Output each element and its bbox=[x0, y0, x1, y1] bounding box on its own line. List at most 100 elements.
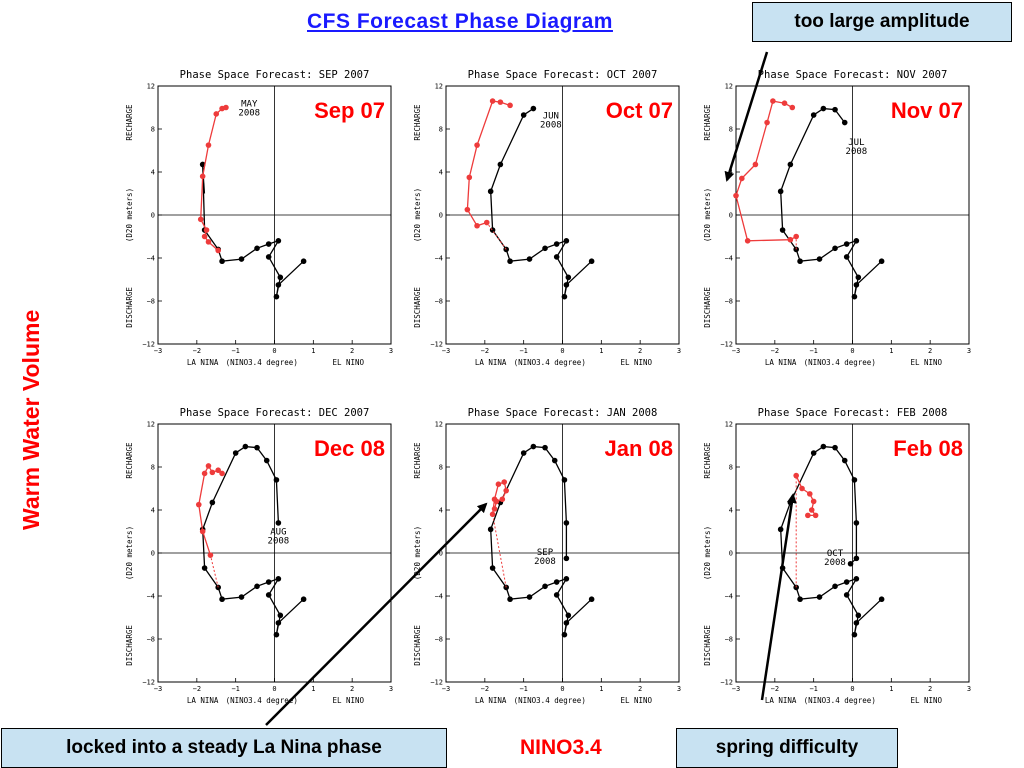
y-tick-label: 12 bbox=[435, 83, 443, 91]
x-tick-label: 0 bbox=[560, 685, 564, 693]
observed-series-point bbox=[526, 256, 533, 262]
y-tick-label: 8 bbox=[151, 464, 155, 472]
observed-series-point bbox=[561, 631, 568, 638]
forecast-series-point bbox=[213, 111, 220, 117]
x-tick-label: −3 bbox=[732, 685, 740, 693]
x-tick-label: 3 bbox=[389, 347, 393, 355]
y-axis-label: RECHARGE bbox=[703, 104, 712, 141]
x-tick-label: 1 bbox=[889, 347, 893, 355]
observed-series-point bbox=[853, 576, 860, 582]
y-axis-label: DISCHARGE bbox=[703, 287, 712, 328]
observed-series-point bbox=[520, 112, 527, 118]
observed-series-point bbox=[209, 499, 216, 506]
x-axis-label: (NINO3.4 degree) bbox=[226, 696, 298, 705]
panel-month-label: Dec 08 bbox=[314, 436, 385, 461]
x-axis-label: EL NINO bbox=[620, 696, 652, 705]
x-tick-label: 3 bbox=[677, 685, 681, 693]
end-month-label: SEP bbox=[537, 548, 554, 558]
observed-series-point bbox=[565, 274, 572, 281]
forecast-series-point bbox=[474, 222, 480, 229]
observed-series-point bbox=[816, 594, 823, 600]
end-year-label: 2008 bbox=[268, 537, 290, 547]
x-axis-label: EL NINO bbox=[332, 358, 364, 367]
observed-series-point bbox=[787, 161, 794, 168]
phase-panel-2: Phase Space Forecast: OCT 2007−3 −2 −1 0 1 2 3… bbox=[413, 69, 681, 367]
observed-series-point bbox=[841, 119, 848, 126]
y-axis-label: RECHARGE bbox=[125, 104, 134, 141]
forecast-series-point bbox=[789, 104, 796, 111]
x-tick-label: −2 bbox=[193, 347, 201, 355]
page-title: CFS Forecast Phase Diagram bbox=[307, 10, 613, 33]
forecast-series-point bbox=[808, 507, 815, 513]
x-axis-label: LA NINA bbox=[475, 696, 507, 705]
arrow-too-large-amplitude bbox=[724, 51, 769, 182]
y-tick-label: 4 bbox=[439, 507, 443, 515]
y-axis-label: DISCHARGE bbox=[413, 287, 422, 328]
forecast-series-point bbox=[503, 487, 509, 494]
observed-series-point bbox=[275, 520, 282, 526]
y-tick-label: 0 bbox=[439, 212, 443, 220]
observed-series-point bbox=[273, 631, 280, 638]
observed-series-line bbox=[780, 445, 883, 635]
forecast-series-point bbox=[474, 142, 480, 148]
observed-series-point bbox=[843, 241, 850, 247]
phase-panel-5: Phase Space Forecast: JAN 2008−3 −2 −1 0 1 2 3… bbox=[413, 407, 681, 705]
observed-series-point bbox=[530, 443, 537, 450]
observed-series-point bbox=[816, 256, 823, 262]
forecast-series-point bbox=[495, 481, 502, 488]
panel-title: Phase Space Forecast: NOV 2007 bbox=[758, 69, 948, 81]
end-year-label: 2008 bbox=[824, 558, 846, 568]
end-month-label: JUN bbox=[543, 111, 559, 121]
x-tick-label: −2 bbox=[481, 685, 489, 693]
y-axis-label: DISCHARGE bbox=[413, 625, 422, 666]
forecast-series-point bbox=[499, 496, 506, 503]
observed-series-point bbox=[219, 258, 225, 265]
observed-series-point bbox=[542, 444, 548, 451]
y-tick-label: 4 bbox=[151, 507, 155, 515]
observed-series-point bbox=[843, 592, 850, 598]
x-axis-label: (NINO3.4 degree) bbox=[514, 696, 586, 705]
forecast-series-point bbox=[201, 233, 208, 240]
y-tick-label: 8 bbox=[151, 126, 155, 134]
panel-title: Phase Space Forecast: FEB 2008 bbox=[758, 407, 948, 419]
panel-month-label: Jan 08 bbox=[605, 436, 674, 461]
observed-series-point bbox=[503, 246, 509, 253]
y-axis-label: (D20 meters) bbox=[703, 526, 712, 580]
y-axis-label: RECHARGE bbox=[703, 442, 712, 479]
y-tick-label: 12 bbox=[147, 421, 155, 429]
y-tick-label: −12 bbox=[142, 679, 155, 687]
phase-panel-1: Phase Space Forecast: SEP 2007−3 −2 −1 0 1 2 3… bbox=[125, 69, 393, 367]
y-tick-label: 12 bbox=[147, 83, 155, 91]
observed-series-point bbox=[561, 477, 568, 483]
y-tick-label: 4 bbox=[729, 507, 733, 515]
annotation-too-large-amplitude: too large amplitude bbox=[752, 2, 1012, 42]
forecast-series-point bbox=[799, 485, 805, 492]
x-axis-label: LA NINA bbox=[187, 696, 219, 705]
x-tick-label: 1 bbox=[599, 347, 603, 355]
end-month-label: OCT bbox=[827, 549, 844, 559]
x-tick-label: −3 bbox=[154, 685, 162, 693]
observed-series-point bbox=[530, 105, 537, 112]
observed-series-point bbox=[588, 258, 595, 265]
observed-series-point bbox=[843, 579, 850, 585]
forecast-series-point bbox=[810, 498, 817, 505]
observed-series-point bbox=[275, 238, 282, 244]
panel-month-label: Nov 07 bbox=[891, 98, 963, 123]
y-tick-label: 0 bbox=[729, 550, 733, 558]
forecast-series-point bbox=[805, 512, 811, 519]
x-tick-label: −1 bbox=[231, 347, 239, 355]
observed-series-point bbox=[219, 596, 225, 603]
y-axis-label: (D20 meters) bbox=[413, 526, 422, 580]
y-tick-label: 0 bbox=[151, 212, 155, 220]
observed-series-point bbox=[238, 256, 245, 262]
x-axis-label: EL NINO bbox=[910, 696, 942, 705]
observed-series-point bbox=[832, 444, 838, 451]
x-tick-label: −1 bbox=[809, 685, 817, 693]
forecast-series-point bbox=[209, 469, 216, 476]
observed-series-point bbox=[853, 282, 860, 288]
x-tick-label: −1 bbox=[231, 685, 239, 693]
y-axis-label: (D20 meters) bbox=[125, 526, 134, 580]
observed-series-point bbox=[843, 254, 850, 260]
forecast-connector bbox=[209, 555, 219, 588]
observed-series-point bbox=[565, 612, 572, 619]
